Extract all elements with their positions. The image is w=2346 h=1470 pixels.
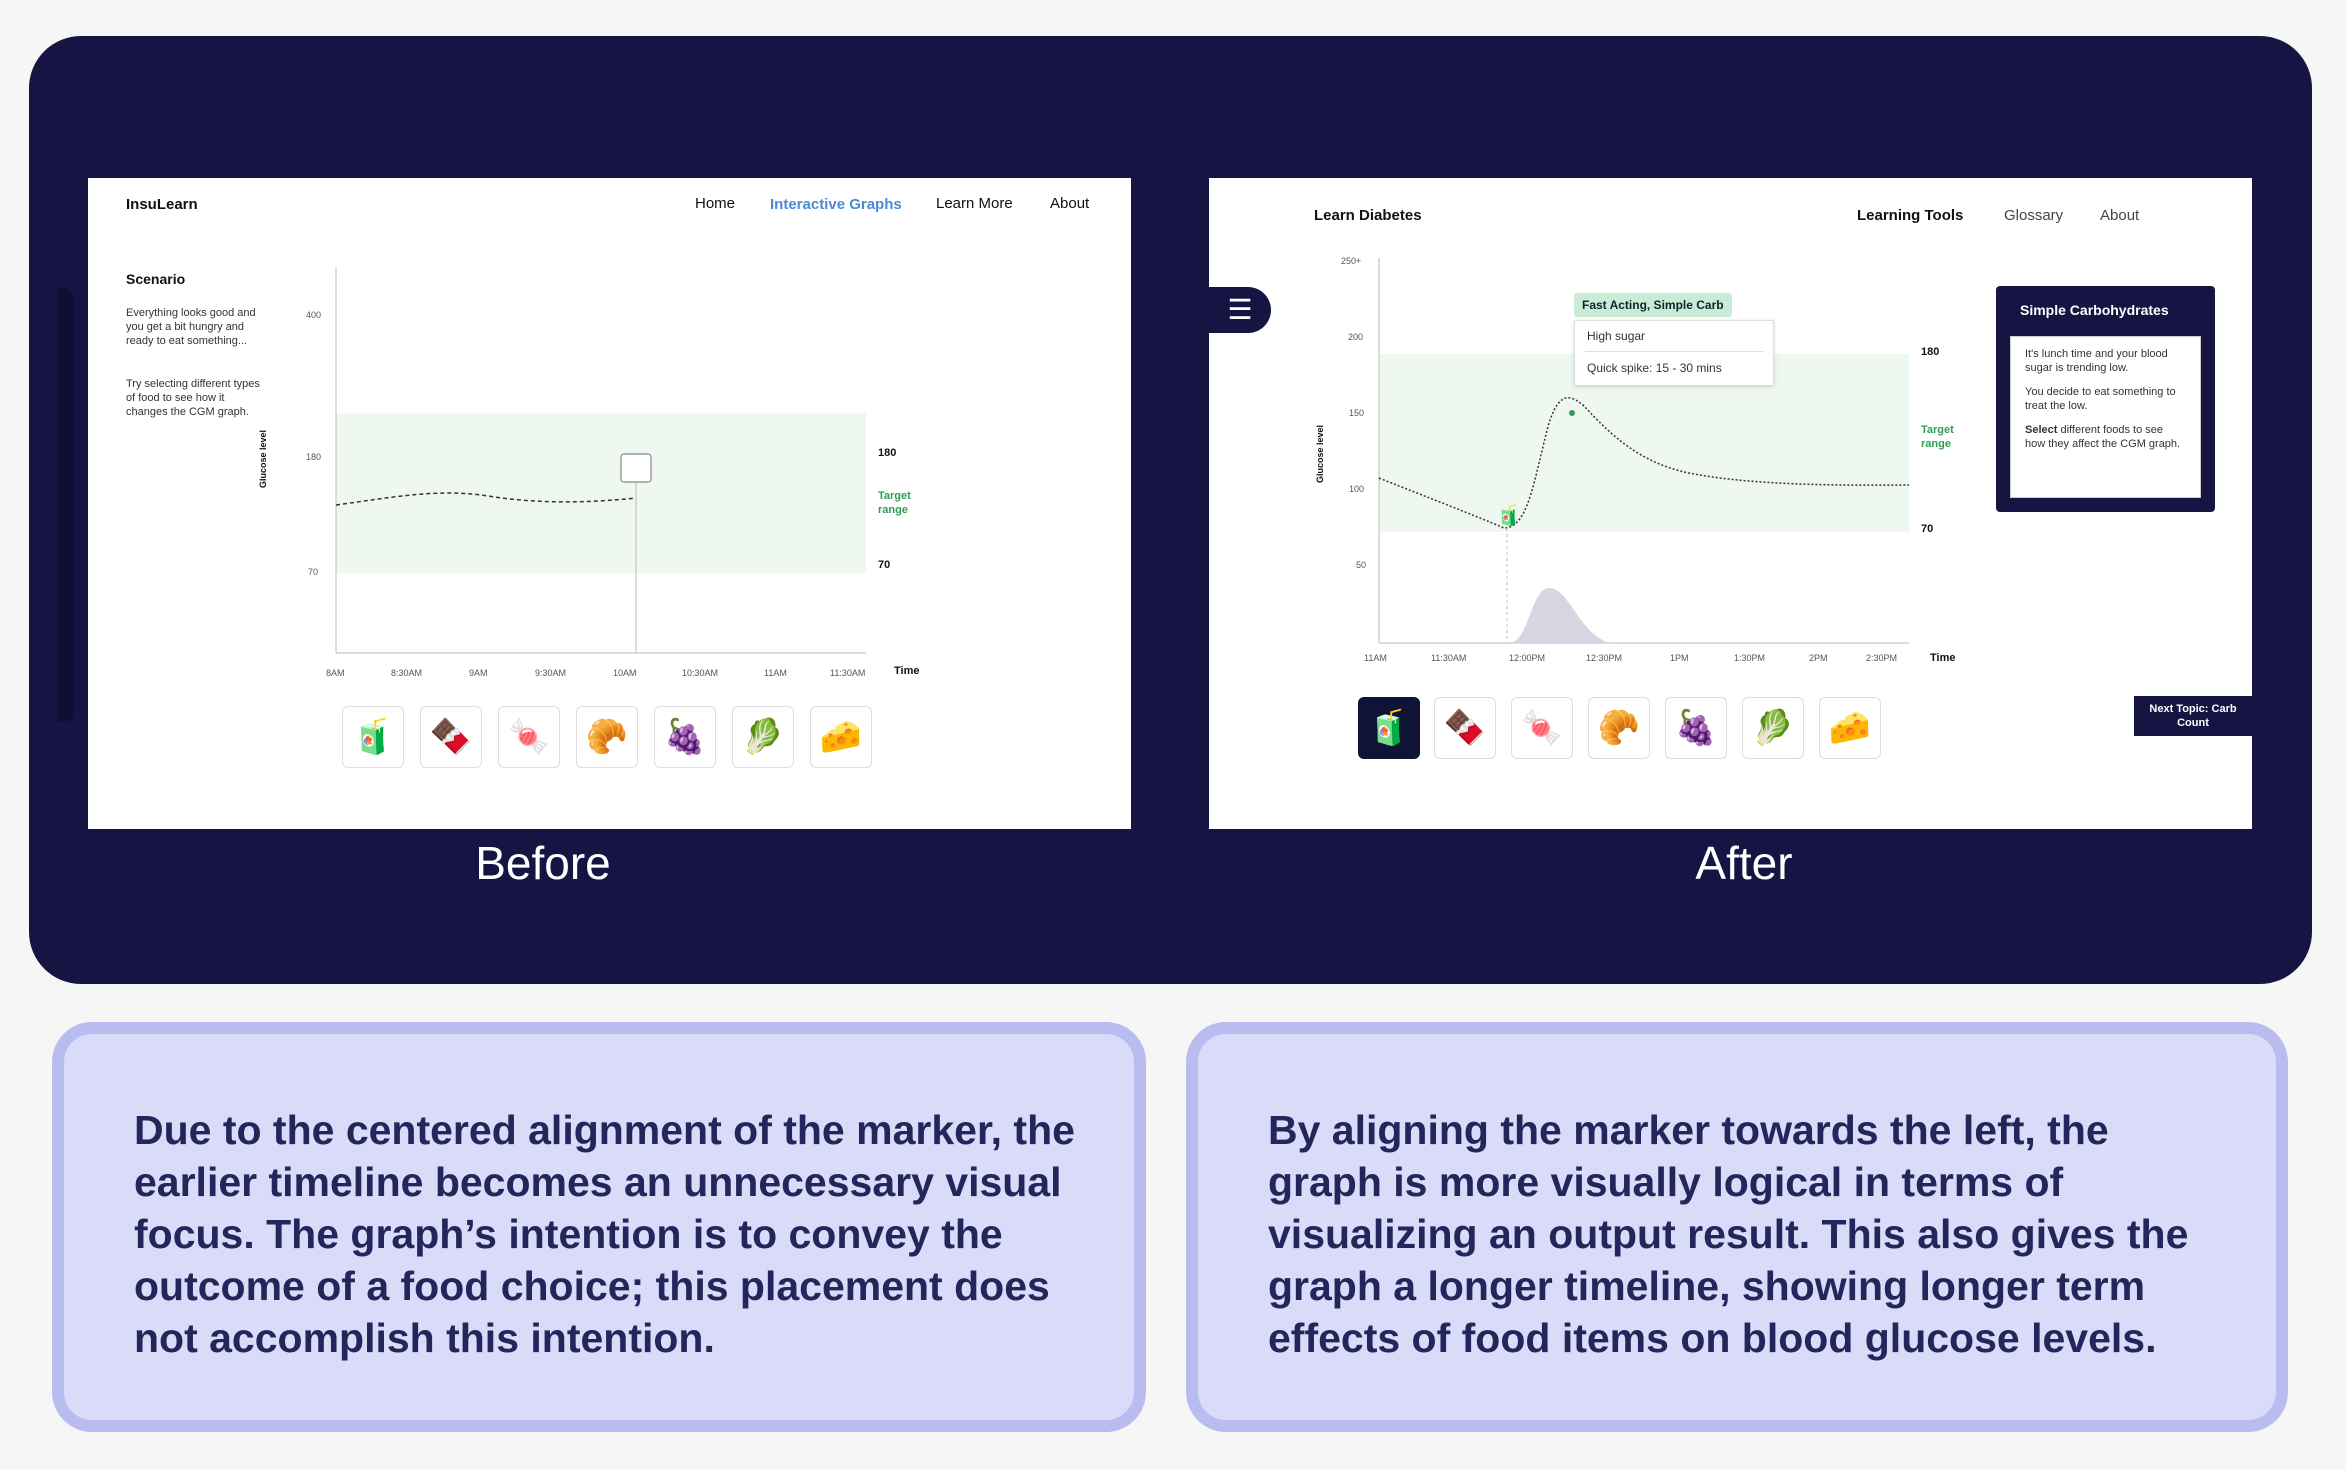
y-tick-150: 150 — [1349, 408, 1365, 418]
hamburger-icon[interactable]: ☰ — [1209, 287, 1271, 333]
before-screenshot: InsuLearn Home Interactive Graphs Learn … — [88, 178, 1131, 829]
food-juice-button[interactable]: 🧃 — [342, 706, 404, 768]
target-range-label: Target range — [1921, 424, 1954, 450]
caption-before: Before — [475, 837, 611, 889]
low-label: 70 — [878, 559, 891, 571]
caption-after: After — [1695, 837, 1793, 889]
food-chocolate-button[interactable]: 🍫 — [1434, 697, 1496, 759]
y-tick-250: 250+ — [1341, 256, 1362, 266]
nav-home[interactable]: Home — [695, 195, 736, 212]
x-tick: 10:30AM — [682, 668, 719, 678]
explanation-card-after: By aligning the marker towards the left,… — [1186, 1022, 2288, 1432]
target-range-label: Target range — [878, 490, 911, 516]
high-label: 180 — [1921, 346, 1940, 358]
target-range-band — [336, 413, 866, 573]
x-tick: 2:30PM — [1866, 653, 1898, 663]
food-chocolate-button[interactable]: 🍫 — [420, 706, 482, 768]
nav-about[interactable]: About — [2100, 207, 2140, 224]
food-candy-button[interactable]: 🍬 — [1511, 697, 1573, 759]
food-lettuce-button[interactable]: 🥬 — [1742, 697, 1804, 759]
food-juice-button-selected[interactable]: 🧃 — [1358, 697, 1420, 759]
explanation-text-after: By aligning the marker towards the left,… — [1268, 1107, 2189, 1361]
food-lettuce-button[interactable]: 🥬 — [732, 706, 794, 768]
tooltip-line-2: Quick spike: 15 - 30 mins — [1587, 361, 1722, 375]
info-text-1: It's lunch time and your blood sugar is … — [2025, 348, 2168, 374]
x-tick: 1PM — [1670, 653, 1689, 663]
nav-learn-more[interactable]: Learn More — [936, 195, 1013, 212]
y-axis-label: Glucose level — [1315, 424, 1325, 483]
glucose-line — [1378, 397, 1910, 529]
x-tick: 9:30AM — [535, 668, 567, 678]
x-tick: 1:30PM — [1734, 653, 1766, 663]
nav-interactive-graphs[interactable]: Interactive Graphs — [770, 196, 902, 213]
food-grapes-button[interactable]: 🍇 — [654, 706, 716, 768]
nav-learning-tools[interactable]: Learning Tools — [1857, 207, 1964, 224]
food-cheese-button[interactable]: 🧀 — [810, 706, 872, 768]
nav-glossary[interactable]: Glossary — [2004, 207, 2064, 224]
high-label: 180 — [878, 447, 897, 459]
x-tick: 8:30AM — [391, 668, 423, 678]
x-tick: 12:30PM — [1586, 653, 1623, 663]
scenario-title: Scenario — [126, 271, 186, 287]
tooltip: High sugar Quick spike: 15 - 30 mins — [1574, 320, 1774, 386]
y-axis-label: Glucose level — [258, 429, 268, 488]
x-tick: 9AM — [469, 668, 488, 678]
info-text-3: Select different foods to see how they a… — [2025, 424, 2181, 450]
y-tick-100: 100 — [1349, 484, 1365, 494]
x-tick: 11AM — [764, 668, 787, 678]
info-panel-body: It's lunch time and your blood sugar is … — [2010, 336, 2201, 498]
x-tick: 11AM — [1364, 653, 1387, 663]
brand-logo[interactable]: Learn Diabetes — [1314, 207, 1422, 224]
carb-absorption-curve — [1509, 588, 1609, 643]
y-tick-50: 50 — [1356, 560, 1367, 570]
explanation-text-before: Due to the centered alignment of the mar… — [134, 1107, 1075, 1361]
x-tick: 2PM — [1809, 653, 1828, 663]
x-tick: 11:30AM — [830, 668, 866, 678]
time-marker[interactable] — [620, 453, 652, 483]
y-tick-200: 200 — [1348, 332, 1364, 342]
tooltip-title: Fast Acting, Simple Carb — [1574, 293, 1732, 317]
explanation-card-before: Due to the centered alignment of the mar… — [52, 1022, 1146, 1432]
tooltip-line-1: High sugar — [1587, 329, 1646, 343]
food-marker-juice[interactable]: 🧃 — [1496, 505, 1521, 527]
x-axis-label: Time — [1930, 652, 1956, 664]
x-tick: 10AM — [613, 668, 637, 678]
peak-point — [1569, 410, 1575, 416]
x-tick: 12:00PM — [1509, 653, 1546, 663]
next-topic-button[interactable]: Next Topic: Carb Count — [2134, 696, 2252, 736]
y-tick-70: 70 — [308, 567, 319, 577]
food-croissant-button[interactable]: 🥐 — [576, 706, 638, 768]
x-tick: 11:30AM — [1431, 653, 1467, 663]
scenario-text-1: Everything looks good and you get a bit … — [126, 307, 256, 347]
scenario-text-2: Try selecting different types of food to… — [126, 378, 260, 418]
info-panel-title: Simple Carbohydrates — [2020, 302, 2169, 318]
food-cheese-button[interactable]: 🧀 — [1819, 697, 1881, 759]
x-axis-label: Time — [894, 665, 920, 677]
comparison-panel: InsuLearn Home Interactive Graphs Learn … — [29, 36, 2312, 984]
low-label: 70 — [1921, 523, 1934, 535]
info-text-2: You decide to eat something to treat the… — [2025, 386, 2176, 412]
info-panel: Simple Carbohydrates It's lunch time and… — [1996, 286, 2215, 512]
y-tick-180: 180 — [306, 452, 322, 462]
nav-about[interactable]: About — [1050, 195, 1090, 212]
before-side-tab — [58, 288, 74, 722]
food-croissant-button[interactable]: 🥐 — [1588, 697, 1650, 759]
food-candy-button[interactable]: 🍬 — [498, 706, 560, 768]
before-chart — [335, 268, 866, 654]
brand-logo[interactable]: InsuLearn — [126, 196, 198, 213]
after-screenshot: Learn Diabetes Learning Tools Glossary A… — [1209, 178, 2252, 829]
y-tick-400: 400 — [306, 310, 322, 320]
food-grapes-button[interactable]: 🍇 — [1665, 697, 1727, 759]
x-tick: 8AM — [326, 668, 345, 678]
